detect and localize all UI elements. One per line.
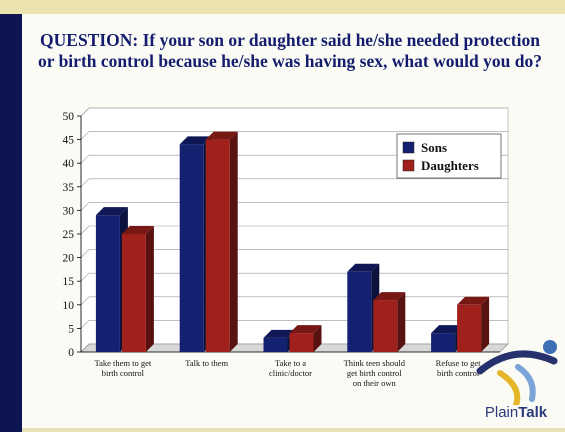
x-tick-label-line: get birth control [347, 368, 402, 378]
logo-text: PlainTalk [470, 404, 562, 421]
bar-top-sons [179, 136, 212, 145]
gridline-depth [80, 296, 90, 306]
left-sidebar-bar [0, 14, 22, 432]
bar-daughters [457, 304, 482, 352]
gridline-depth [80, 178, 90, 188]
x-tick-label: Think teen should get birth control on the… [344, 358, 406, 388]
y-tick-label: 30 [63, 205, 75, 217]
y-tick-label: 15 [63, 276, 75, 288]
y-tick-label: 40 [63, 158, 75, 170]
x-tick-label-line: clinic/doctor [269, 368, 312, 378]
plaintalk-swoosh-icon [476, 340, 558, 408]
top-band [0, 0, 565, 14]
x-tick-label-line: Take them to get [95, 358, 152, 368]
bar-side-daughters [397, 292, 406, 352]
x-tick-label-line: birth control [102, 368, 145, 378]
bottom-edge [22, 428, 565, 432]
bar-sons [179, 144, 204, 352]
gridline-depth [80, 320, 90, 329]
gridline-depth [80, 131, 90, 140]
x-tick-label: Refuse to get birth control [436, 358, 481, 378]
y-tick-label: 10 [63, 300, 75, 312]
logo-text-bold: Talk [518, 404, 548, 421]
y-tick-label: 25 [63, 229, 75, 241]
bar-sons [95, 215, 120, 352]
gridline-depth [80, 107, 90, 117]
legend-label-daughters: Daughters [421, 158, 479, 173]
gridline-depth [80, 343, 90, 353]
legend-swatch-daughters [402, 159, 415, 172]
bar-top-sons [431, 325, 464, 334]
y-tick-label: 0 [68, 347, 74, 359]
x-tick-label: Take to a clinic/doctor [269, 358, 312, 378]
legend-label-sons: Sons [421, 140, 447, 155]
x-tick-label: Take them to get birth control [95, 358, 152, 378]
bar-daughters [289, 333, 314, 352]
x-tick-label-line: Take to a [275, 358, 306, 368]
bar-sons [431, 333, 456, 352]
y-tick-label: 35 [63, 182, 75, 194]
bar-top-daughters [373, 292, 406, 301]
bar-side-daughters [145, 226, 154, 352]
x-tick-label-line: Think teen should [344, 358, 406, 368]
bar-sons [347, 271, 372, 352]
x-tick-label-line: birth control [437, 368, 480, 378]
legend-swatch-sons [402, 141, 415, 154]
gridline-depth [80, 249, 90, 258]
bar-side-daughters [313, 325, 322, 352]
y-tick-label: 5 [68, 323, 74, 335]
legend-box [396, 133, 502, 179]
x-tick-label: Talk to them [185, 358, 228, 368]
x-tick-label-line: on their own [353, 378, 397, 388]
gridline-depth [80, 272, 90, 282]
x-tick-label-line: Refuse to get [436, 358, 481, 368]
x-tick-label-line: Talk to them [185, 358, 228, 368]
bar-top-daughters [457, 296, 490, 305]
bar-side-daughters [481, 296, 490, 352]
bar-top-sons [95, 207, 128, 216]
bar-top-daughters [121, 226, 154, 234]
gridline-depth [80, 154, 90, 164]
y-tick-label: 50 [63, 111, 75, 123]
logo-text-regular: Plain [484, 404, 519, 421]
plaintalk-logo: PlainTalk [470, 335, 562, 430]
bar-top-daughters [289, 325, 322, 334]
bar-top-sons [263, 329, 296, 338]
y-tick-label: 20 [63, 253, 75, 265]
bar-daughters [205, 139, 230, 352]
question-title: QUESTION: If your son or daughter said h… [38, 30, 542, 71]
bar-daughters [121, 234, 146, 352]
bar-sons [263, 337, 288, 352]
bar-top-sons [347, 263, 380, 272]
y-tick-label: 45 [63, 135, 75, 147]
bar-side-daughters [229, 131, 238, 352]
gridline-depth [80, 202, 90, 211]
gridline-depth [80, 225, 90, 235]
bar-top-daughters [205, 131, 238, 140]
bar-daughters [373, 300, 398, 352]
